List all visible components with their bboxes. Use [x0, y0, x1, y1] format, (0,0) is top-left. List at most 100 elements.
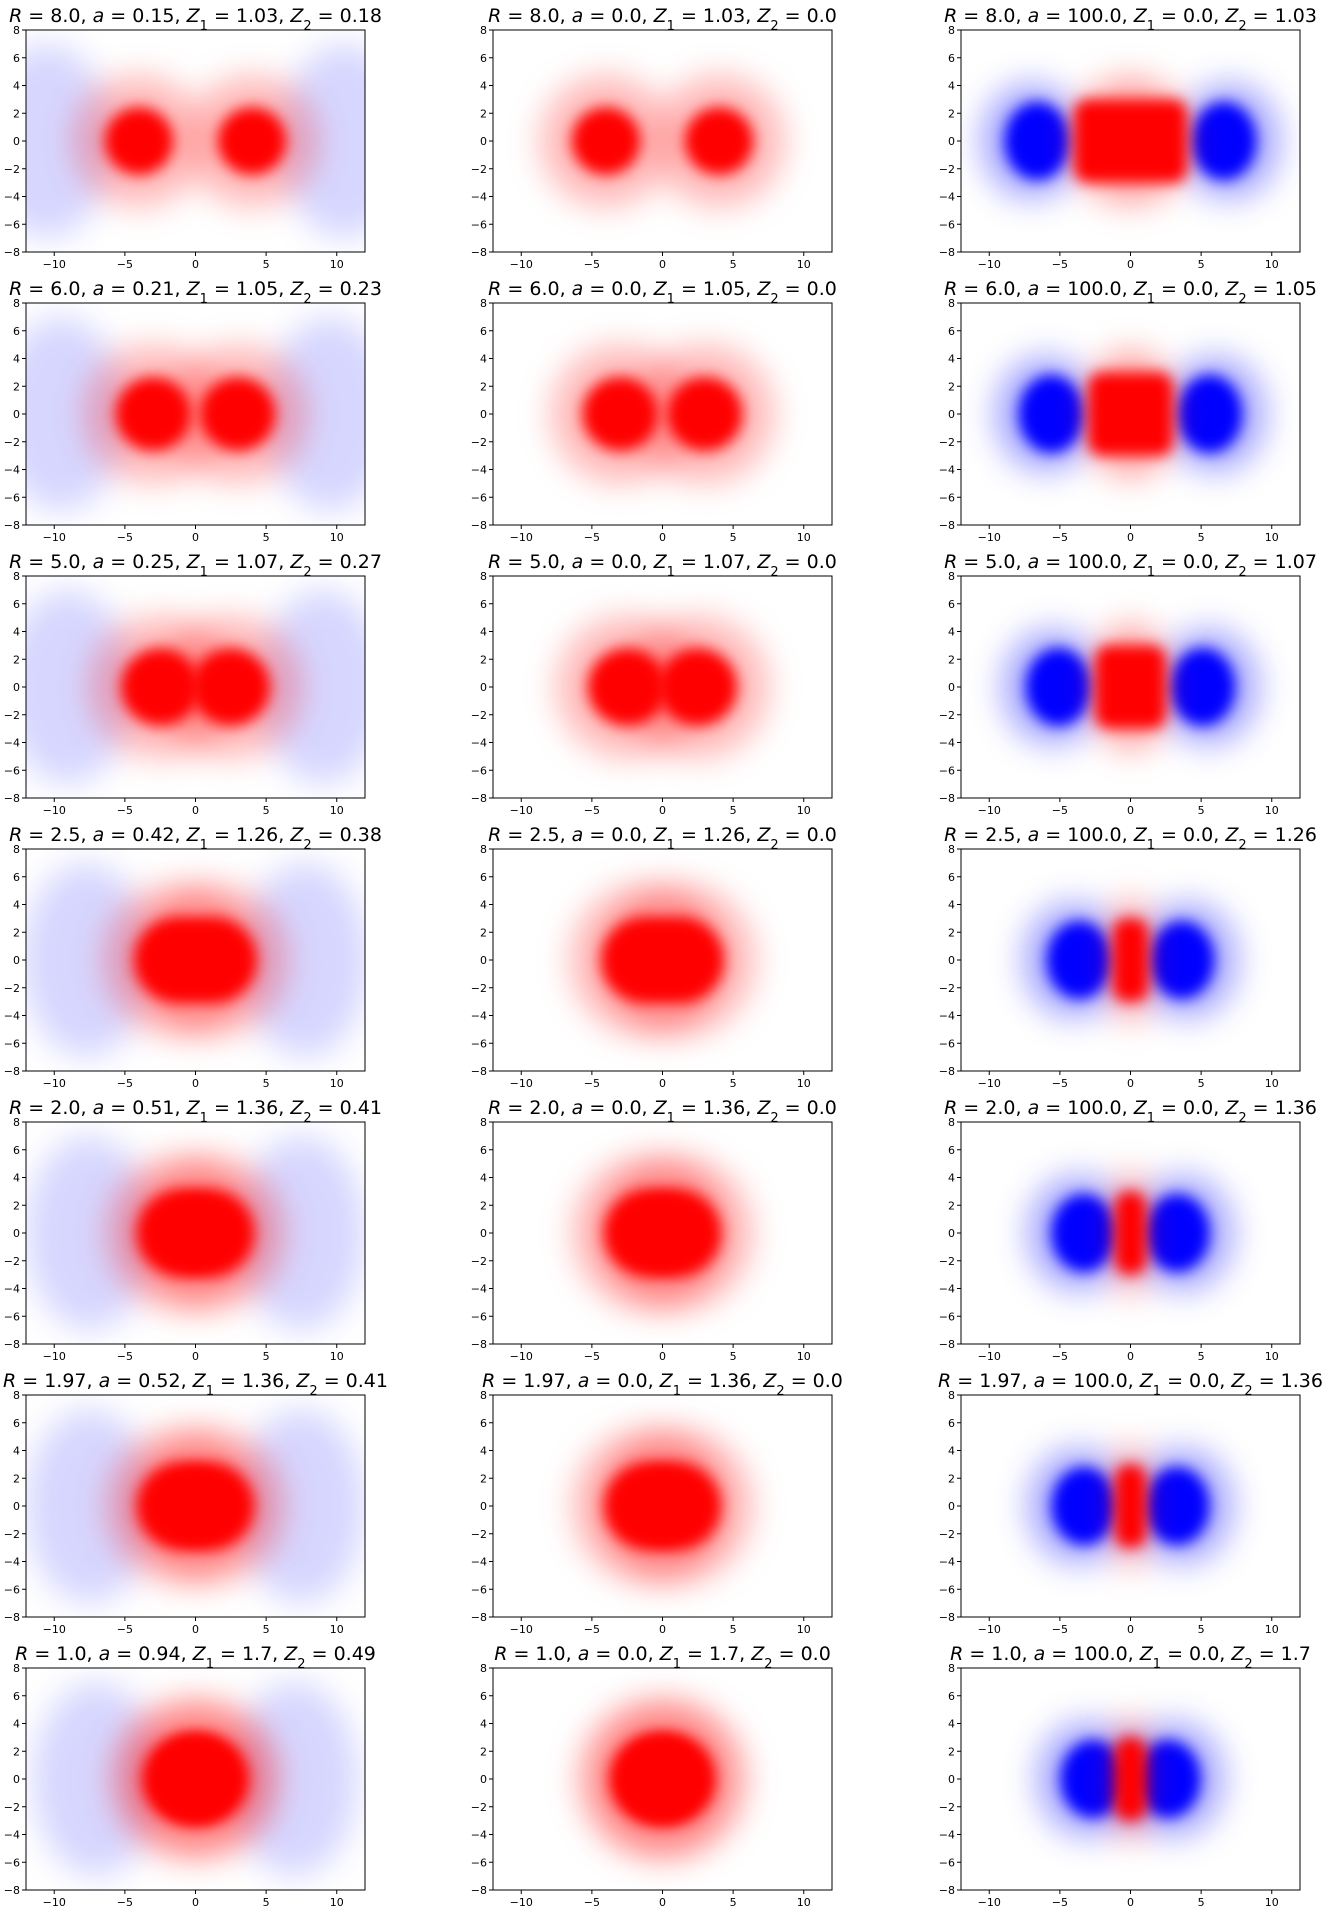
- negative-lobe: [1060, 1740, 1126, 1818]
- negative-lobe: [1135, 1740, 1201, 1818]
- y-tick-label: 2: [948, 1472, 955, 1485]
- y-tick-label: −6: [4, 491, 20, 504]
- negative-lobe: [1046, 921, 1112, 999]
- subplot: −10 −5 0 5 10 8 6 4 2 0 −2 −4 −6 −8 R = 5.0, a = 0.25,…: [4, 551, 382, 817]
- y-tick-label: 6: [13, 325, 20, 338]
- y-tick-label: 0: [13, 954, 20, 967]
- y-tick-label: −6: [939, 1310, 955, 1323]
- x-tick-label: −5: [117, 1896, 133, 1909]
- y-tick-label: −6: [939, 1856, 955, 1869]
- negative-lobe: [1191, 102, 1257, 180]
- y-tick-label: −8: [471, 1884, 487, 1897]
- y-tick-label: 8: [13, 1389, 20, 1402]
- y-tick-label: 6: [480, 1690, 487, 1703]
- x-tick-label: 0: [192, 804, 199, 817]
- y-tick-label: 4: [948, 899, 955, 912]
- y-tick-label: 6: [13, 1144, 20, 1157]
- y-tick-label: 6: [948, 1144, 955, 1157]
- y-tick-label: 8: [13, 570, 20, 583]
- x-tick-label: −5: [1052, 531, 1068, 544]
- negative-lobe: [26, 1135, 154, 1331]
- y-tick-label: 6: [948, 325, 955, 338]
- panel-title: R = 2.0, a = 0.0, Z1 = 1.36, Z2 = 0.0: [488, 1097, 837, 1126]
- y-tick-label: 4: [13, 626, 20, 639]
- x-tick-label: 0: [659, 1623, 666, 1636]
- x-tick-label: −10: [510, 1896, 533, 1909]
- y-tick-label: −6: [939, 1583, 955, 1596]
- y-tick-label: 0: [13, 1500, 20, 1513]
- y-tick-label: −6: [4, 1037, 20, 1050]
- positive-lobe: [104, 107, 174, 175]
- y-tick-label: −6: [471, 764, 487, 777]
- panel-title: R = 5.0, a = 100.0, Z1 = 0.0, Z2 = 1.07: [944, 551, 1317, 580]
- positive-lobe: [156, 1733, 249, 1825]
- negative-lobe: [1051, 1194, 1117, 1272]
- x-tick-label: 5: [730, 1350, 737, 1363]
- y-tick-label: 8: [948, 1116, 955, 1129]
- y-tick-label: −2: [939, 982, 955, 995]
- negative-lobe: [1170, 648, 1236, 726]
- y-tick-label: 6: [480, 52, 487, 65]
- y-tick-label: −2: [939, 709, 955, 722]
- x-tick-label: −5: [117, 804, 133, 817]
- x-tick-label: −5: [117, 1350, 133, 1363]
- y-tick-label: −2: [471, 709, 487, 722]
- y-tick-label: −6: [939, 1037, 955, 1050]
- y-tick-label: 2: [480, 107, 487, 120]
- y-tick-label: 0: [480, 954, 487, 967]
- x-tick-label: 5: [730, 531, 737, 544]
- panel-title: R = 6.0, a = 0.0, Z1 = 1.05, Z2 = 0.0: [488, 278, 837, 307]
- y-tick-label: 8: [948, 297, 955, 310]
- x-tick-label: −10: [43, 1623, 66, 1636]
- x-tick-label: −10: [978, 804, 1001, 817]
- y-tick-label: −4: [4, 1283, 20, 1296]
- negative-lobe: [237, 1408, 365, 1604]
- positive-lobe: [587, 648, 667, 726]
- y-tick-label: 0: [13, 681, 20, 694]
- y-tick-label: 8: [480, 843, 487, 856]
- y-tick-label: 2: [480, 653, 487, 666]
- y-tick-label: 8: [13, 297, 20, 310]
- positive-lobe: [1074, 99, 1187, 183]
- y-tick-label: −2: [4, 709, 20, 722]
- x-tick-label: 0: [659, 258, 666, 271]
- subplot: −10 −5 0 5 10 8 6 4 2 0 −2 −4 −6 −8 R = 2.0, a = 0.0, …: [471, 1097, 837, 1363]
- subplot: −10 −5 0 5 10 8 6 4 2 0 −2 −4 −6 −8 R = 1.0, a = 100.0…: [939, 1643, 1311, 1909]
- y-tick-label: 0: [13, 1227, 20, 1240]
- y-tick-label: 0: [948, 681, 955, 694]
- positive-lobe: [571, 107, 641, 175]
- x-tick-label: −5: [117, 1077, 133, 1090]
- x-tick-label: 0: [1127, 1077, 1134, 1090]
- x-tick-label: 10: [1265, 1077, 1279, 1090]
- x-tick-label: 0: [1127, 531, 1134, 544]
- y-tick-label: −4: [939, 1010, 955, 1023]
- y-tick-label: 0: [948, 1227, 955, 1240]
- x-tick-label: 10: [797, 1623, 811, 1636]
- x-tick-label: 10: [330, 804, 344, 817]
- y-tick-label: 2: [480, 1745, 487, 1758]
- x-tick-label: 5: [263, 1896, 270, 1909]
- positive-lobe: [1112, 918, 1149, 1002]
- y-tick-label: −2: [4, 163, 20, 176]
- y-tick-label: −8: [939, 519, 955, 532]
- y-tick-label: 2: [13, 1199, 20, 1212]
- negative-lobe: [259, 589, 365, 785]
- y-tick-label: −6: [4, 218, 20, 231]
- positive-lobe: [1088, 372, 1173, 456]
- negative-lobe: [1051, 1467, 1117, 1545]
- x-tick-label: 0: [192, 258, 199, 271]
- positive-lobe: [1095, 645, 1166, 729]
- positive-lobe: [631, 1462, 722, 1550]
- y-tick-label: 4: [480, 1172, 487, 1185]
- negative-lobe: [1025, 648, 1091, 726]
- x-tick-label: −5: [1052, 1623, 1068, 1636]
- panel-title: R = 1.0, a = 100.0, Z1 = 0.0, Z2 = 1.7: [950, 1643, 1311, 1672]
- positive-lobe: [684, 107, 754, 175]
- y-tick-label: −2: [471, 1255, 487, 1268]
- y-tick-label: −8: [4, 1611, 20, 1624]
- y-tick-label: −6: [471, 1037, 487, 1050]
- y-tick-label: −8: [4, 246, 20, 259]
- y-tick-label: 4: [948, 80, 955, 93]
- x-tick-label: −5: [117, 531, 133, 544]
- x-tick-label: −5: [584, 1077, 600, 1090]
